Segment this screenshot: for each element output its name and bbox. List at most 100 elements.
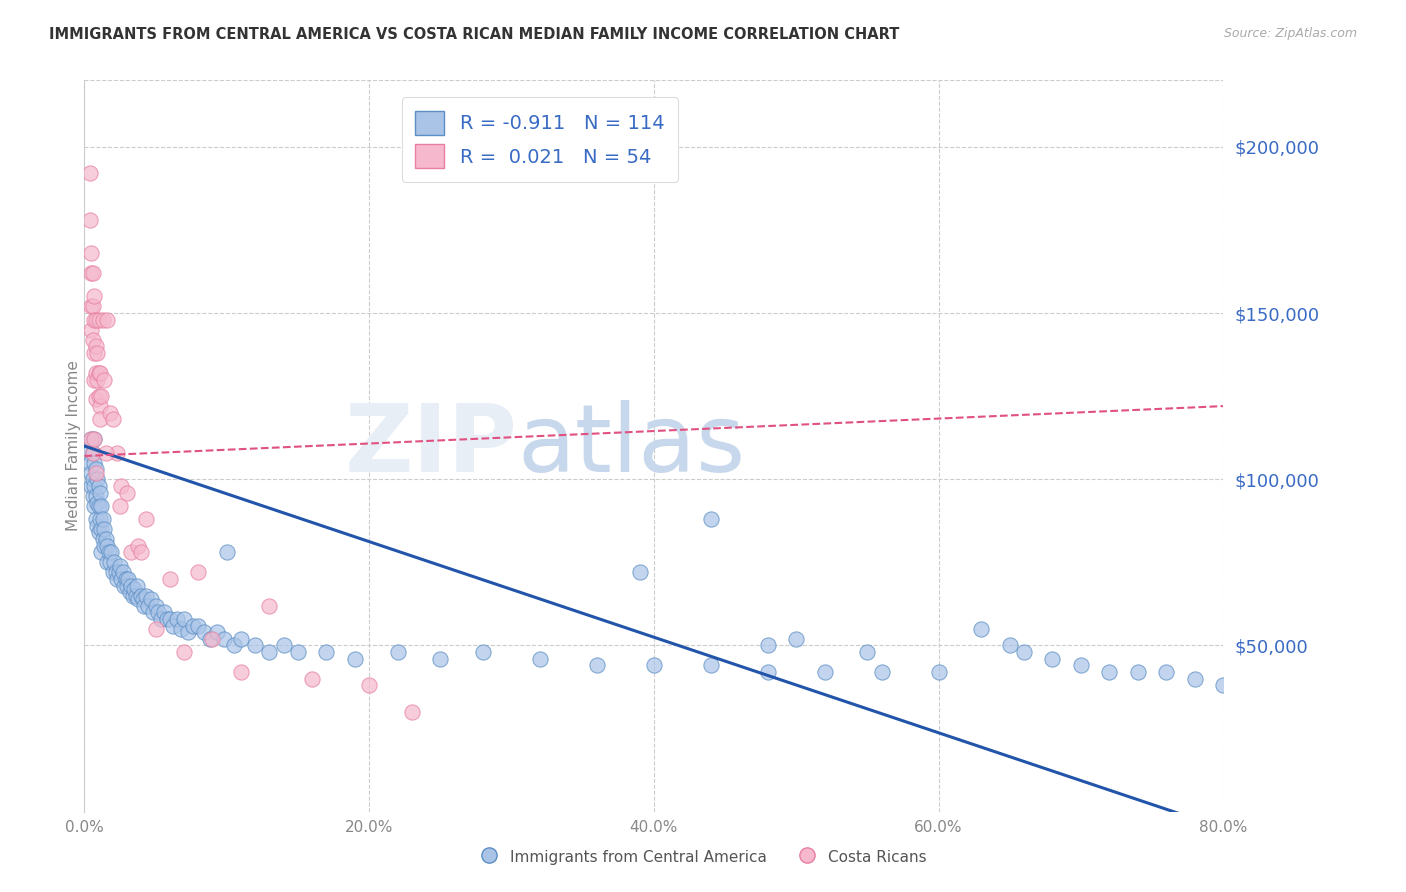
Point: [103, 555, 125, 569]
Point: [110, 479, 132, 493]
Point: [104, 566, 127, 580]
Point: [84, 466, 107, 480]
Point: [148, 605, 170, 619]
Point: [86, 518, 108, 533]
Point: [315, 645, 337, 659]
Point: [177, 625, 200, 640]
Text: IMMIGRANTS FROM CENTRAL AMERICA VS COSTA RICAN MEDIAN FAMILY INCOME CORRELATION : IMMIGRANTS FROM CENTRAL AMERICA VS COSTA…: [49, 27, 900, 42]
Point: [80, 466, 103, 480]
Point: [98, 406, 121, 420]
Point: [120, 545, 142, 559]
Point: [93, 539, 115, 553]
Point: [785, 632, 807, 646]
Point: [245, 639, 267, 653]
Point: [343, 652, 366, 666]
Point: [87, 499, 110, 513]
Point: [628, 566, 651, 580]
Point: [86, 346, 108, 360]
Point: [87, 525, 110, 540]
Point: [96, 555, 118, 569]
Point: [132, 591, 155, 606]
Point: [756, 639, 779, 653]
Point: [82, 445, 104, 459]
Point: [82, 266, 104, 280]
Point: [112, 579, 135, 593]
Point: [115, 579, 138, 593]
Point: [187, 618, 209, 632]
Point: [89, 366, 111, 380]
Point: [359, 678, 381, 692]
Point: [124, 589, 146, 603]
Point: [170, 622, 193, 636]
Point: [700, 658, 723, 673]
Point: [80, 479, 103, 493]
Point: [162, 618, 184, 632]
Point: [83, 499, 105, 513]
Point: [94, 532, 117, 546]
Point: [84, 339, 107, 353]
Point: [159, 572, 181, 586]
Point: [121, 589, 143, 603]
Point: [82, 472, 104, 486]
Point: [870, 665, 893, 679]
Point: [79, 213, 101, 227]
Point: [83, 346, 105, 360]
Point: [84, 489, 107, 503]
Point: [87, 389, 110, 403]
Point: [91, 532, 114, 546]
Point: [90, 545, 112, 559]
Point: [86, 495, 108, 509]
Point: [138, 599, 160, 613]
Point: [86, 472, 108, 486]
Point: [84, 366, 107, 380]
Legend: Immigrants from Central America, Costa Ricans: Immigrants from Central America, Costa R…: [474, 843, 932, 871]
Point: [79, 166, 101, 180]
Point: [87, 312, 110, 326]
Point: [142, 605, 165, 619]
Point: [108, 558, 131, 573]
Point: [1012, 645, 1035, 659]
Point: [127, 539, 149, 553]
Point: [229, 665, 252, 679]
Point: [150, 612, 173, 626]
Point: [212, 632, 235, 646]
Point: [89, 512, 111, 526]
Point: [814, 665, 837, 679]
Y-axis label: Median Family Income: Median Family Income: [66, 360, 80, 532]
Point: [301, 672, 323, 686]
Point: [80, 266, 103, 280]
Point: [401, 705, 423, 719]
Point: [1156, 665, 1178, 679]
Point: [111, 566, 134, 580]
Point: [110, 572, 132, 586]
Point: [84, 312, 107, 326]
Point: [84, 392, 107, 407]
Point: [756, 665, 779, 679]
Text: atlas: atlas: [517, 400, 745, 492]
Point: [83, 372, 105, 386]
Point: [998, 639, 1021, 653]
Point: [131, 545, 153, 559]
Point: [198, 632, 221, 646]
Point: [80, 433, 103, 447]
Point: [84, 512, 107, 526]
Point: [87, 479, 110, 493]
Point: [122, 582, 145, 596]
Point: [166, 612, 188, 626]
Point: [114, 572, 136, 586]
Point: [222, 639, 245, 653]
Point: [970, 622, 993, 636]
Text: Source: ZipAtlas.com: Source: ZipAtlas.com: [1223, 27, 1357, 40]
Point: [141, 591, 163, 606]
Point: [117, 572, 139, 586]
Point: [928, 665, 950, 679]
Point: [145, 599, 167, 613]
Point: [145, 622, 167, 636]
Point: [98, 555, 121, 569]
Point: [856, 645, 879, 659]
Point: [120, 579, 142, 593]
Point: [89, 412, 111, 426]
Point: [105, 572, 128, 586]
Point: [96, 312, 118, 326]
Point: [90, 522, 112, 536]
